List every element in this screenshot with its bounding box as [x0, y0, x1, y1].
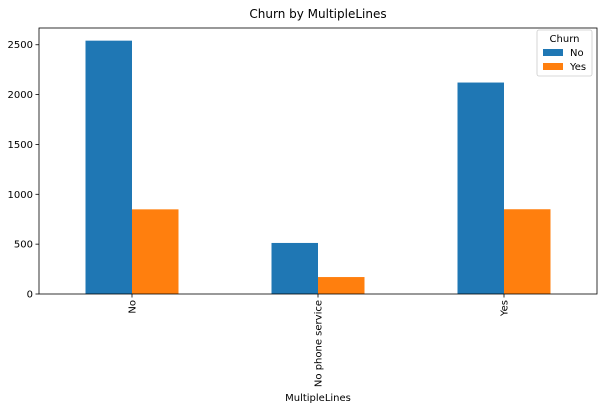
bar-no-yes	[457, 82, 504, 294]
y-tick-label: 1500	[8, 140, 33, 151]
y-axis: 0 500 1000 1500 2000 2500	[8, 40, 39, 301]
legend-title: Churn	[550, 34, 580, 45]
bar-yes-no	[132, 209, 179, 294]
y-tick-label: 2500	[8, 40, 33, 51]
legend-swatch-no	[543, 49, 563, 56]
x-tick-label: No phone service	[314, 300, 325, 387]
x-tick-label: No	[128, 300, 139, 314]
bar-yes-yes	[504, 209, 551, 294]
y-tick-label: 0	[27, 290, 33, 301]
bars-group	[85, 40, 551, 294]
x-axis-label: MultipleLines	[285, 393, 351, 404]
legend-label-yes: Yes	[569, 62, 586, 73]
legend-label-no: No	[570, 48, 584, 59]
x-tick-label: Yes	[500, 300, 511, 317]
bar-no-no-phone-service	[271, 242, 318, 294]
bar-yes-no-phone-service	[318, 277, 365, 294]
x-axis: No No phone service Yes	[128, 294, 511, 387]
chart-title: Churn by MultipleLines	[249, 7, 386, 21]
legend: Churn No Yes	[536, 29, 593, 77]
bar-no-no	[85, 40, 132, 294]
plot-frame	[38, 27, 598, 295]
y-tick-label: 1000	[8, 190, 33, 201]
y-tick-label: 500	[14, 240, 33, 251]
y-tick-label: 2000	[8, 90, 33, 101]
legend-swatch-yes	[543, 63, 563, 70]
